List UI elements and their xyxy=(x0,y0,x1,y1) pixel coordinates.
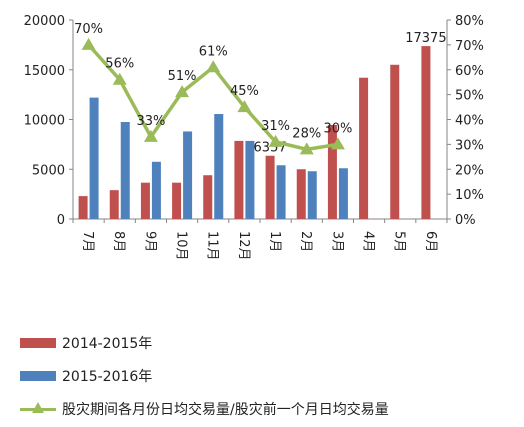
x-tick-label: 5月 xyxy=(392,231,407,252)
x-tick-label: 2月 xyxy=(298,231,313,252)
bar-2015-2016 xyxy=(214,114,224,219)
x-tick-label: 12月 xyxy=(236,231,251,261)
y-right-tick-label: 70% xyxy=(455,39,484,54)
y-left-tick-label: 0 xyxy=(57,213,65,228)
ratio-point xyxy=(81,37,96,50)
bar-value-label: 17375 xyxy=(405,31,446,46)
bar-2014-2015 xyxy=(421,46,431,220)
ratio-label: 61% xyxy=(199,44,228,59)
y-right-tick-label: 50% xyxy=(455,89,484,104)
bar-2014-2015 xyxy=(78,196,88,219)
x-tick-label: 8月 xyxy=(111,231,126,252)
bar-2015-2016 xyxy=(245,140,255,219)
bar-2015-2016 xyxy=(151,161,161,219)
bar-2014-2015 xyxy=(359,77,369,220)
ratio-label: 31% xyxy=(261,119,290,134)
legend-label: 2015-2016年 xyxy=(62,369,153,385)
legend-item-2015-2016: 2015-2016年 xyxy=(20,361,389,391)
bar-2014-2015 xyxy=(109,190,119,219)
y-right-tick-label: 80% xyxy=(455,14,484,29)
bar-2014-2015 xyxy=(327,124,337,219)
y-right-tick-label: 40% xyxy=(455,114,484,129)
bar-2015-2016 xyxy=(120,121,130,219)
x-tick-label: 1月 xyxy=(267,231,282,252)
y-left-tick-label: 10000 xyxy=(24,114,65,129)
legend-item-ratio-line: 股灾期间各月份日均交易量/股灾前一个月日均交易量 xyxy=(20,394,389,424)
x-tick-label: 3月 xyxy=(329,231,344,252)
x-tick-label: 7月 xyxy=(80,231,95,252)
bar-2015-2016 xyxy=(338,168,348,219)
legend-label: 2014-2015年 xyxy=(62,336,153,352)
legend-swatch-line xyxy=(20,402,56,415)
bar-2014-2015 xyxy=(234,140,244,219)
bar-2015-2016 xyxy=(89,97,99,219)
x-tick-label: 10月 xyxy=(174,231,189,261)
ratio-label: 30% xyxy=(323,121,352,136)
bar-2014-2015 xyxy=(140,182,150,219)
y-right-tick-label: 10% xyxy=(455,188,484,203)
legend-item-2014-2015: 2014-2015年 xyxy=(20,328,389,358)
y-left-tick-label: 20000 xyxy=(24,14,65,29)
legend-swatch-red xyxy=(20,338,56,348)
ratio-label: 51% xyxy=(168,69,197,84)
y-left-tick-label: 5000 xyxy=(32,163,65,178)
bar-2014-2015 xyxy=(172,182,182,219)
ratio-point xyxy=(175,85,190,98)
y-right-tick-label: 20% xyxy=(455,163,484,178)
bar-2014-2015 xyxy=(265,155,275,219)
legend-swatch-blue xyxy=(20,371,56,381)
ratio-point xyxy=(112,72,127,85)
y-left-tick-label: 15000 xyxy=(24,64,65,79)
bar-2014-2015 xyxy=(203,175,213,219)
ratio-label: 45% xyxy=(230,84,259,99)
ratio-point xyxy=(268,134,283,147)
ratio-label: 56% xyxy=(105,57,134,72)
x-tick-label: 9月 xyxy=(142,231,157,252)
bar-2015-2016 xyxy=(276,165,286,219)
ratio-point xyxy=(237,100,252,113)
ratio-point xyxy=(299,142,314,155)
bar-2014-2015 xyxy=(296,169,306,219)
legend: 2014-2015年 2015-2016年 股灾期间各月份日均交易量/股灾前一个… xyxy=(20,328,389,427)
x-tick-label: 6月 xyxy=(423,231,438,252)
ratio-label: 70% xyxy=(74,22,103,37)
x-tick-label: 4月 xyxy=(361,231,376,252)
legend-label: 股灾期间各月份日均交易量/股灾前一个月日均交易量 xyxy=(62,402,389,418)
ratio-point xyxy=(206,60,221,73)
ratio-label: 33% xyxy=(136,114,165,129)
x-tick-label: 11月 xyxy=(205,231,220,261)
y-right-tick-label: 0% xyxy=(455,213,476,228)
ratio-point xyxy=(143,129,158,142)
ratio-label: 28% xyxy=(292,126,321,141)
ratio-point xyxy=(330,137,345,150)
bar-2015-2016 xyxy=(183,131,193,219)
bar-2015-2016 xyxy=(307,171,317,219)
y-right-tick-label: 30% xyxy=(455,138,484,153)
bar-2014-2015 xyxy=(390,64,400,220)
y-right-tick-label: 60% xyxy=(455,64,484,79)
